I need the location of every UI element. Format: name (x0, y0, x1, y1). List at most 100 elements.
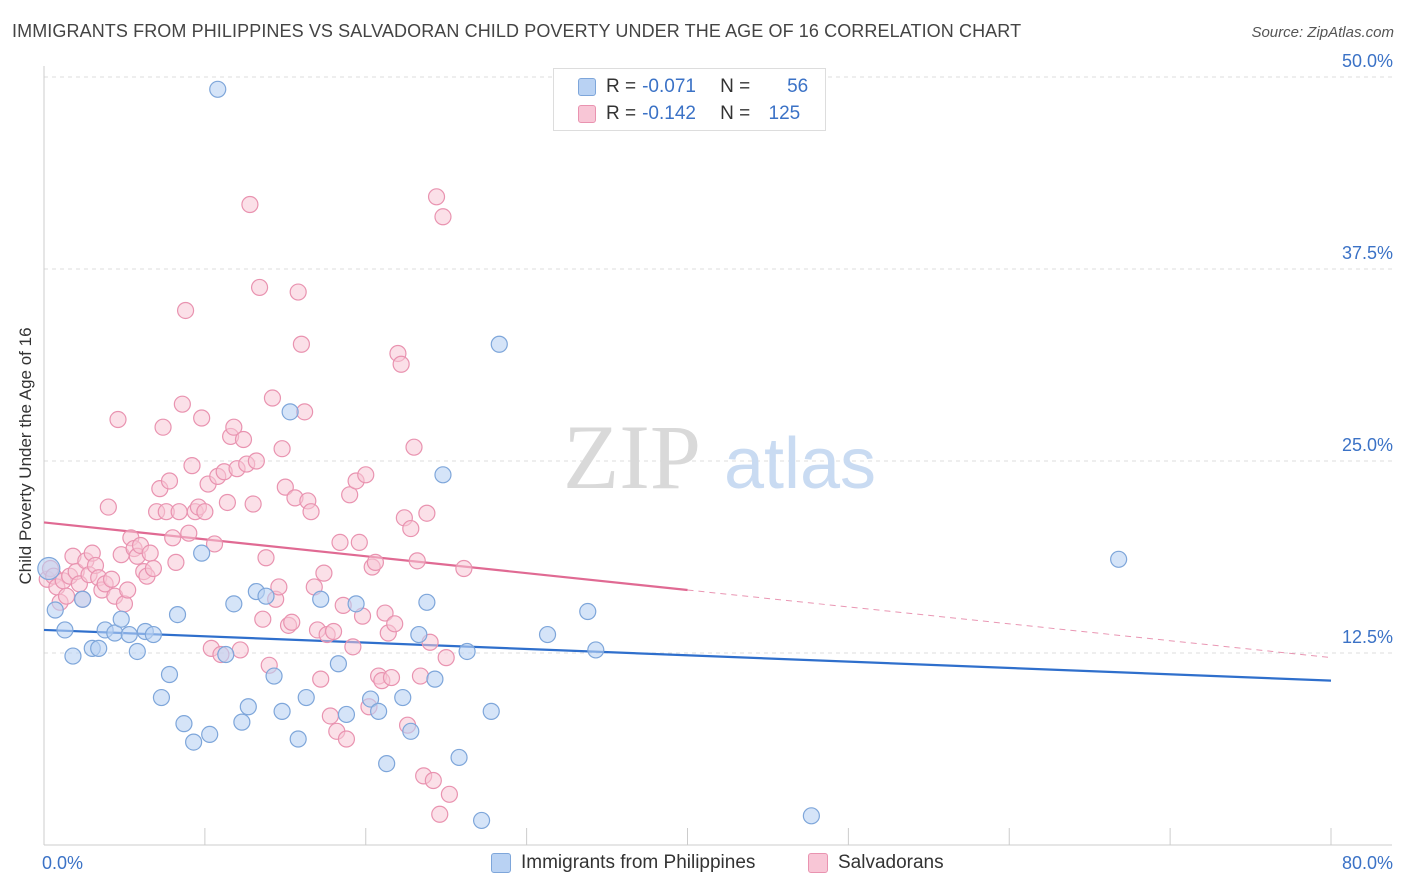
salvadoran-trend-line (43, 521, 688, 592)
legend-swatch-pink (578, 105, 596, 123)
philippines-point (587, 641, 605, 659)
philippines-point (426, 670, 444, 688)
salvadoran-point (57, 587, 76, 605)
philippines-point (802, 807, 820, 825)
bottom-legend: Immigrants from Philippines Salvadorans (0, 852, 1406, 876)
salvadoran-point (437, 649, 455, 667)
salvadoran-point (263, 389, 282, 407)
salvadoran-point (231, 641, 249, 659)
philippines-point (201, 725, 219, 744)
salvadoran-point (247, 452, 265, 470)
salvadoran-point (218, 493, 236, 512)
philippines-point (394, 688, 412, 707)
salvadoran-point (296, 403, 314, 421)
chart-title: IMMIGRANTS FROM PHILIPPINES VS SALVADORA… (12, 21, 1022, 41)
y-tick-label: 12.5% (1342, 627, 1393, 647)
salvadoran-point (102, 570, 121, 588)
grid-lines (44, 76, 1392, 654)
philippines-point (128, 642, 146, 661)
salvadoran-point (244, 495, 262, 513)
legend-n-label: N = (720, 76, 751, 97)
salvadoran-point (434, 208, 452, 226)
salvadoran-point (431, 805, 449, 823)
salvadoran-point (170, 503, 188, 521)
salvadoran-point (440, 785, 459, 803)
bottom-legend-label: Immigrants from Philippines (521, 852, 756, 873)
philippines-point (281, 403, 299, 421)
salvadoran-point (254, 610, 272, 628)
salvadoran-point (427, 188, 446, 206)
legend-r-value: -0.071 (642, 76, 696, 97)
salvadoran-trend-extension (687, 589, 1332, 659)
philippines-point (378, 754, 396, 773)
philippines-point (410, 625, 428, 644)
salvadoran-point (321, 707, 339, 725)
philippines-point (239, 698, 257, 716)
philippines-point (233, 713, 251, 731)
salvadoran-point (250, 278, 269, 297)
salvadoran-point (292, 335, 310, 353)
philippines-point (434, 466, 452, 484)
philippines-point (56, 621, 74, 639)
salvadoran-point (270, 578, 288, 596)
salvadoran-point (141, 544, 159, 562)
philippines-point (490, 335, 508, 353)
legend-r-label: R = (606, 76, 637, 97)
watermark: ZIP atlas (563, 406, 876, 508)
salvadoran-point (341, 486, 359, 504)
philippines-point (472, 811, 491, 830)
salvadoran-point (455, 559, 473, 578)
philippines-point (297, 688, 315, 707)
salvadoran-point (315, 564, 333, 582)
philippines-point (458, 642, 476, 661)
salvadoran-point (350, 533, 368, 552)
salvadoran-point (144, 559, 162, 578)
salvadoran-point (411, 667, 430, 685)
philippines-point (418, 593, 436, 611)
salvadoran-point (241, 195, 259, 214)
philippines-point (217, 645, 235, 664)
philippines-point (152, 688, 171, 707)
salvadoran-point (154, 418, 172, 436)
salvadoran-point (324, 622, 343, 641)
philippines-point (538, 625, 557, 644)
salvadoran-point (302, 503, 320, 521)
philippines-point (312, 590, 330, 608)
legend-r-label: R = (606, 103, 637, 124)
philippines-point (74, 590, 92, 608)
philippines-trend-line (43, 628, 1332, 682)
bottom-legend-swatch-blue (491, 853, 511, 873)
salvadoran-point (392, 355, 410, 373)
philippines-point (579, 602, 597, 621)
salvadoran-point (193, 409, 211, 427)
philippines-point (265, 667, 283, 685)
axes (43, 66, 1392, 846)
philippines-point (185, 733, 203, 751)
salvadoran-point (119, 581, 137, 599)
bottom-legend-swatch-pink (808, 853, 828, 873)
salvadoran-point (99, 498, 117, 516)
salvadoran-point (337, 730, 356, 748)
philippines-point (90, 639, 108, 657)
philippines-point (120, 625, 138, 644)
salvadoran-point (424, 771, 442, 790)
y-tick-label: 37.5% (1342, 243, 1393, 263)
philippines-point (289, 730, 307, 748)
salvadoran-point (257, 549, 275, 567)
salvadoran-point (344, 638, 362, 656)
salvadoran-point (160, 472, 179, 490)
legend-row-philippines: R = -0.071 N = 56 (554, 76, 808, 98)
salvadoran-point (402, 519, 420, 538)
bottom-legend-label: Salvadorans (838, 852, 944, 873)
philippines-point (160, 665, 179, 684)
philippines-point (273, 702, 291, 720)
philippines-point (347, 595, 365, 613)
watermark-atlas: atlas (724, 424, 876, 504)
salvadoran-point (408, 552, 426, 570)
philippines-point (168, 605, 187, 624)
salvadoran-point (205, 535, 224, 553)
salvadoran-point (180, 524, 198, 542)
philippines-point (175, 715, 193, 733)
salvadoran-point (382, 668, 401, 687)
philippines-point (209, 80, 227, 98)
